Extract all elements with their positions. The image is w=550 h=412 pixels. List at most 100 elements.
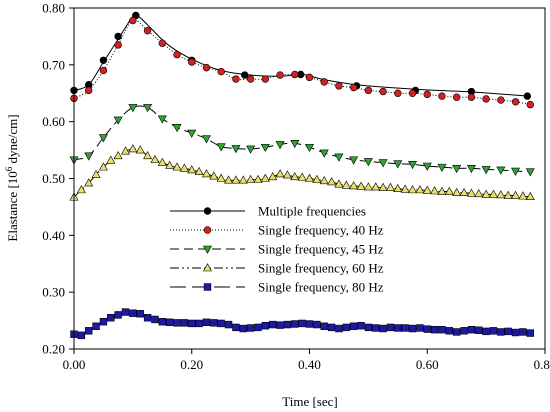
series-4-point-56 — [482, 327, 490, 336]
legend-label-3: Single frequency, 60 Hz — [258, 261, 384, 276]
series-4-point-14 — [173, 319, 181, 327]
series-3-point-59 — [503, 190, 513, 199]
series-1-point-20 — [364, 86, 373, 95]
series-4-point-53 — [460, 327, 468, 335]
legend-label-4: Single frequency, 80 Hz — [258, 280, 384, 295]
series-4-point-6 — [114, 311, 122, 319]
series-3-point-36 — [334, 179, 344, 188]
series-1-point-24 — [423, 90, 431, 99]
series-2-point-17 — [319, 149, 329, 158]
series-3-point-37 — [341, 180, 351, 189]
legend-label-0: Multiple frequencies — [258, 204, 366, 219]
series-3-point-2 — [84, 178, 94, 187]
series-1-point-21 — [379, 87, 387, 96]
y-axis-label-superscript: 6 — [4, 166, 14, 171]
series-1-point-7 — [173, 50, 181, 59]
series-2-point-11 — [231, 145, 241, 154]
series-3-point-35 — [327, 177, 337, 186]
series-4-point-2 — [85, 327, 93, 335]
legend-entry-2: Single frequency, 45 Hz — [170, 242, 384, 257]
series-2-point-30 — [511, 167, 521, 176]
series-3-point-55 — [474, 189, 484, 198]
series-3-point-56 — [481, 189, 491, 198]
series-3-point-61 — [518, 191, 528, 200]
series-3-point-22 — [231, 175, 241, 184]
series-1-point-22 — [394, 89, 402, 97]
series-4-point-55 — [475, 326, 483, 334]
series-2-point-13 — [260, 143, 270, 153]
series-1-point-5 — [143, 27, 152, 35]
y-tick-label-1: 0.30 — [42, 285, 65, 300]
series-4-point-36 — [335, 324, 343, 333]
series-4 — [70, 308, 534, 340]
x-tick-label-4: 0.80 — [534, 357, 550, 372]
legend: Multiple frequencies Single frequency, 40… — [170, 204, 384, 295]
series-1-point-29 — [497, 96, 505, 104]
series-2-point-6 — [157, 115, 167, 124]
series-4-point-3 — [92, 322, 100, 330]
series-2-point-5 — [143, 104, 153, 113]
series-1-point-13 — [261, 75, 270, 83]
series-3-point-23 — [238, 175, 248, 184]
series-3-point-42 — [378, 182, 388, 191]
series-3-point-40 — [363, 182, 373, 191]
series-3-point-1 — [76, 185, 86, 194]
series-1-point-15 — [291, 70, 299, 79]
series-3-point-14 — [172, 162, 182, 171]
series-1-point-25 — [438, 92, 446, 100]
series-line-0 — [73, 14, 528, 97]
series-4-point-26 — [261, 321, 270, 330]
series-4-point-12 — [158, 318, 167, 326]
series-4-point-42 — [379, 324, 387, 333]
series-1-point-8 — [188, 58, 196, 66]
series-1-point-2 — [99, 66, 108, 75]
series-1-point-3 — [114, 41, 122, 49]
y-axis-label-suffix: dyne/cm] — [5, 114, 20, 166]
series-3-point-12 — [157, 157, 167, 166]
series-2-point-22 — [393, 160, 403, 169]
legend-marker-2 — [202, 245, 213, 254]
series-2-point-3 — [113, 116, 123, 125]
series-3-point-7 — [121, 146, 131, 155]
series-3-point-16 — [187, 165, 197, 174]
series-4-point-45 — [401, 324, 409, 332]
y-tick-label-4: 0.60 — [42, 114, 65, 129]
series-3-point-25 — [253, 174, 263, 183]
series-4-point-30 — [291, 320, 299, 328]
series-3-point-57 — [488, 189, 498, 198]
series-line-2 — [73, 105, 531, 173]
series-3-point-38 — [349, 181, 359, 190]
series-4-point-33 — [313, 320, 321, 329]
series-1-point-31 — [526, 100, 534, 109]
series-4-point-43 — [386, 323, 395, 332]
series-4-point-9 — [136, 310, 144, 318]
series-2-point-8 — [187, 129, 197, 138]
series-4-point-21 — [224, 320, 233, 329]
series-3-point-45 — [400, 184, 410, 193]
series-1-point-6 — [158, 39, 167, 47]
y-tick-label-2: 0.40 — [42, 228, 65, 243]
legend-marker-0 — [203, 207, 212, 215]
series-2-point-20 — [363, 158, 373, 167]
x-tick-label-2: 0.40 — [298, 357, 321, 372]
series-1-point-11 — [232, 75, 240, 83]
series-3-point-11 — [150, 154, 160, 164]
series-3-point-15 — [179, 163, 189, 172]
series-1-point-14 — [276, 71, 284, 79]
series-4-point-32 — [305, 320, 314, 328]
series-2 — [69, 104, 535, 177]
series-4-point-38 — [349, 322, 358, 330]
series-0-point-3 — [114, 32, 122, 41]
series-4-point-39 — [357, 321, 365, 330]
series-4-point-10 — [143, 314, 152, 322]
series-4-point-15 — [180, 319, 189, 327]
series-4-point-46 — [408, 324, 417, 333]
series-1-point-27 — [467, 93, 476, 101]
series-layer — [69, 11, 535, 340]
series-2-point-19 — [349, 156, 359, 165]
series-1-point-19 — [349, 83, 358, 92]
series-2-point-18 — [334, 153, 344, 162]
y-tick-label-6: 0.80 — [42, 1, 65, 16]
